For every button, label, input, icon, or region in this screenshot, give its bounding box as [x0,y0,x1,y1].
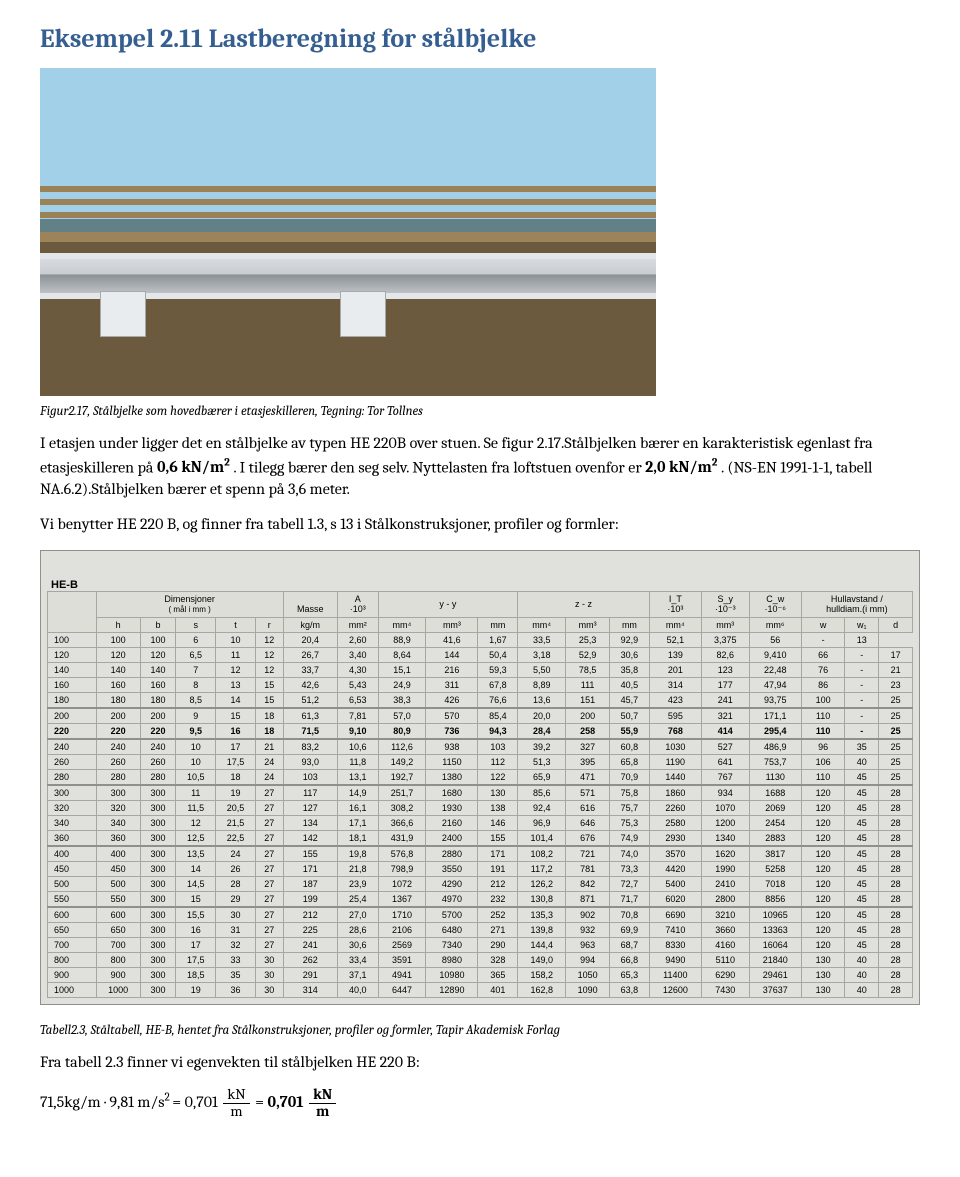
table-2-3-caption: Tabell2.3, Ståltabell, HE-B, hentet fra … [40,1023,920,1038]
paragraph-3: Fra tabell 2.3 finner vi egenvekten til … [40,1052,920,1074]
figure-2-17-caption: Figur2.17, Stålbjelke som hovedbærer i e… [40,404,920,419]
equation-line: 71,5kg/m · 9,81 m/s2 = 0,701 kN m = 0,70… [40,1087,920,1120]
fraction-2: kN m [309,1087,336,1120]
steel-table-wrap: HE-B Dimensjoner( mål i mm )MasseA·10³y … [40,550,920,1005]
p1-text-d: 2,0 kN/m [645,458,712,476]
eq-left: 71,5kg/m · 9,81 m/s [40,1093,165,1111]
table-row: 45045030014262717121,8798,93550191117,27… [48,861,913,876]
page-title: Eksempel 2.11 Lastberegning for stålbjel… [40,24,920,54]
table-row: 1601601608131542,65,4324,931167,88,89111… [48,677,913,692]
frac1-den: m [223,1104,249,1120]
table-row: 1201201206,5111226,73,408,6414450,43,185… [48,647,913,662]
eq-eq2: = [255,1093,267,1111]
table-row: 1001001006101220,42,6088,941,61,6733,525… [48,632,913,647]
paragraph-1: I etasjen under ligger det en stålbjelke… [40,433,920,500]
table-left-label: HE-B [47,559,84,591]
table-row: 90090030018,5353029137,1494110980365158,… [48,967,913,982]
figure-2-17 [40,68,656,396]
table-row: 50050030014,5282718723,910724290212126,2… [48,876,913,891]
table-row: 1401401407121233,74,3015,121659,35,5078,… [48,662,913,677]
table-row: 1801801808,5141551,26,5338,342676,613,61… [48,692,913,708]
table-row: 55055030015292719925,413674970232130,887… [48,891,913,907]
frac2-den: m [309,1104,336,1120]
table-row: 65065030016312722528,621066480271139,893… [48,922,913,937]
steel-table: Dimensjoner( mål i mm )MasseA·10³y - yz … [47,591,913,998]
table-row: 3403403001221,52713417,1366,6216014696,9… [48,815,913,830]
table-row: 24024024010172183,210,6112,693810339,232… [48,739,913,755]
p1-text-b: 0,6 kN/m [157,458,224,476]
eq-eq1: = 0,701 [172,1093,218,1111]
paragraph-2: Vi benytter HE 220 B, og finner fra tabe… [40,514,920,536]
eq-result: 0,701 [268,1093,304,1111]
table-row: 1000100030019363031440,0644712890401162,… [48,982,913,997]
table-row: 2002002009151861,37,8157,057085,420,0200… [48,708,913,724]
table-row: 60060030015,5302721227,017105700252135,3… [48,907,913,923]
table-row: 32032030011,520,52712716,1308,2193013892… [48,800,913,815]
table-row: 36036030012,522,52714218,1431,9240015510… [48,830,913,846]
table-row: 80080030017,5333026233,435918980328149,0… [48,952,913,967]
table-row: 70070030017322724130,625697340290144,496… [48,937,913,952]
table-row: 28028028010,5182410313,1192,7138012265,9… [48,769,913,785]
table-row: 40040030013,5242715519,8576,82880171108,… [48,846,913,862]
table-row: 2602602601017,52493,011,8149,2115011251,… [48,754,913,769]
table-row: 2202202209,5161871,59,1080,973694,328,42… [48,723,913,739]
fraction-1: kN m [223,1087,249,1120]
table-row: 30030030011192711714,9251,7168013085,657… [48,785,913,801]
p1-text-c: . I tilegg bærer den seg selv. Nyttelast… [233,458,645,476]
